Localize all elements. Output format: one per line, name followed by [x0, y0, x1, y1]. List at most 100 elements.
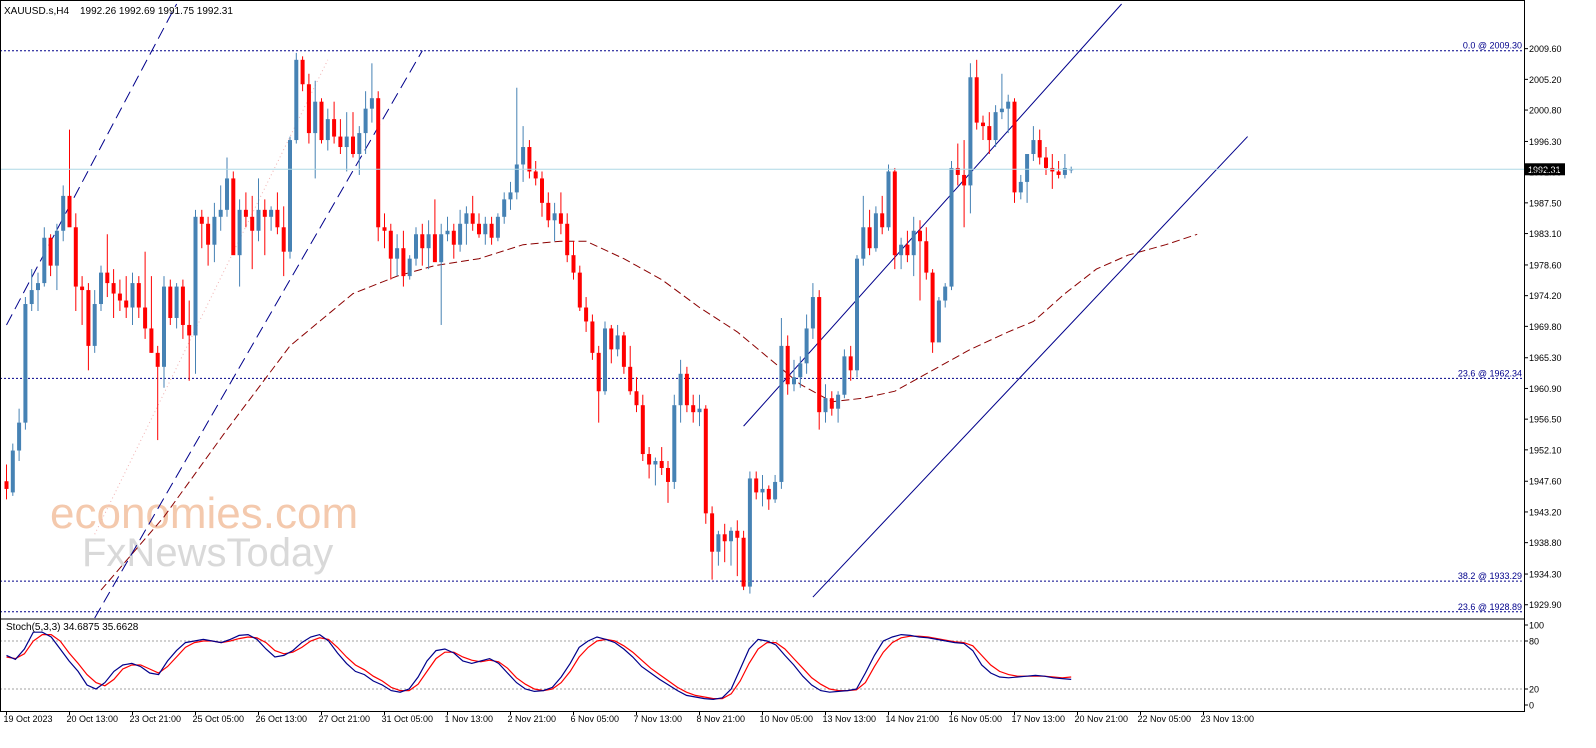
candle-body	[426, 234, 431, 249]
candle-body	[124, 300, 129, 308]
candle	[357, 126, 362, 175]
candle	[703, 405, 708, 524]
candle-body	[432, 234, 437, 263]
candle	[168, 279, 173, 325]
candle	[659, 447, 664, 475]
candle-body	[999, 108, 1004, 113]
symbol-label: XAUUSD.s,H4	[4, 6, 69, 17]
price-axis-label: 1991.90	[1529, 168, 1562, 178]
candle	[577, 265, 582, 311]
candle	[149, 276, 154, 353]
candle-body	[773, 481, 778, 500]
candle-body	[67, 195, 72, 228]
candle-body	[458, 223, 463, 245]
candle	[1025, 154, 1030, 203]
candle	[981, 115, 985, 141]
candle-body	[395, 248, 400, 259]
candle-body	[577, 272, 582, 308]
candle-body	[552, 213, 557, 221]
candle-body	[747, 478, 752, 587]
price-axis-label: 2000.80	[1529, 106, 1562, 116]
candle-body	[275, 209, 280, 228]
candle	[401, 230, 406, 287]
candle-body	[974, 77, 979, 123]
candle-body	[533, 171, 538, 179]
candle-body	[256, 209, 261, 231]
time-axis-label: 19 Oct 2023	[4, 714, 53, 724]
current-price-tag-label: 1992.31	[1528, 165, 1561, 175]
candle	[829, 391, 834, 416]
candle	[817, 290, 822, 430]
candle	[325, 108, 330, 151]
price-axis-label: 2005.20	[1529, 75, 1562, 85]
time-axis-label: 22 Nov 05:00	[1138, 714, 1192, 724]
candle	[288, 136, 292, 259]
candle	[584, 297, 589, 332]
candle-body	[716, 534, 721, 552]
candle-body	[508, 192, 513, 200]
moving-average	[100, 233, 1198, 591]
candle	[609, 324, 614, 364]
candle-body	[836, 394, 841, 409]
candle-body	[344, 136, 349, 148]
candle-body	[628, 366, 633, 392]
candle-body	[1037, 140, 1042, 158]
candle	[36, 272, 40, 311]
candle	[943, 283, 948, 308]
candle-body	[1006, 101, 1011, 109]
candle-body	[936, 300, 941, 343]
stoch-axis-label: 0	[1529, 701, 1534, 711]
candle-body	[136, 283, 141, 308]
candle-body	[987, 126, 992, 141]
candle-body	[722, 534, 727, 542]
candle	[294, 52, 299, 144]
candle	[684, 366, 689, 413]
candle	[332, 101, 337, 144]
candle	[458, 209, 463, 252]
candle	[489, 216, 494, 245]
candle	[4, 464, 9, 500]
candle-body	[735, 530, 740, 538]
candle-body	[817, 297, 822, 413]
time-axis-label: 23 Nov 13:00	[1201, 714, 1255, 724]
candle	[42, 227, 47, 287]
price-axis-label: 1996.30	[1529, 137, 1562, 147]
candle-body	[678, 373, 683, 406]
candle-body	[262, 209, 267, 217]
candle-body	[514, 164, 519, 193]
candle-body	[73, 227, 78, 287]
candle-body	[168, 286, 173, 318]
candle	[936, 297, 941, 343]
left-channel-median-line	[94, 59, 329, 535]
candle-body	[80, 286, 85, 291]
candle	[376, 91, 381, 242]
candle-body	[502, 199, 507, 217]
time-axis-label: 31 Oct 05:00	[382, 714, 434, 724]
candle	[193, 209, 198, 374]
candle	[747, 471, 752, 594]
candle-body	[943, 286, 948, 301]
candle	[634, 377, 639, 413]
candle	[313, 80, 318, 179]
watermark-brand: economies.com	[50, 489, 358, 538]
fib-level-label: 23.6 @ 1928.89	[1458, 602, 1522, 612]
candle	[911, 216, 916, 277]
candle-body	[886, 171, 891, 228]
candlesticks	[4, 52, 1074, 594]
candle-body	[666, 467, 670, 482]
candle-body	[288, 140, 292, 252]
candle	[880, 195, 885, 235]
candle-body	[880, 213, 885, 228]
candle-body	[741, 537, 746, 587]
candle-body	[10, 450, 15, 493]
ohlc-readout: 1992.26 1992.69 1991.75 1992.31	[80, 6, 233, 17]
time-axis: 19 Oct 2023 20 Oct 13:00 23 Oct 21:00 25 Oc…	[4, 711, 1255, 724]
candle	[999, 73, 1004, 120]
candle	[955, 143, 960, 186]
candle	[722, 523, 727, 563]
candle-body	[294, 59, 299, 141]
candle	[603, 321, 607, 395]
time-axis-label: 2 Nov 21:00	[508, 714, 557, 724]
